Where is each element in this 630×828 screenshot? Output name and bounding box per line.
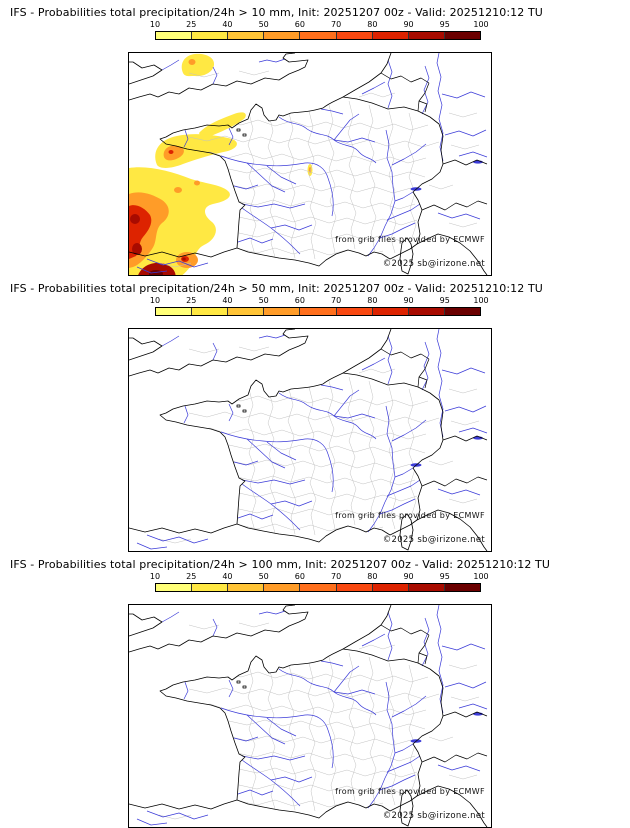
- colorbar-tick-label: 10: [149, 296, 161, 305]
- colorbar-tick-label: 60: [294, 296, 305, 305]
- attribution-ecmwf: from grib files provided by ECMWF: [335, 235, 485, 244]
- colorbar-tick-label: 100: [473, 296, 489, 305]
- colorbar-tick-labels: 10 25 40 50 60 70 80 90 95 100: [150, 296, 489, 306]
- colorbar-tick-label: 80: [367, 296, 378, 305]
- colorbar-segment: [264, 584, 301, 591]
- colorbar-tick-label: 60: [294, 20, 305, 29]
- colorbar-segment: [444, 584, 480, 591]
- colorbar-segment: [372, 584, 409, 591]
- panel-title: IFS - Probabilities total precipitation/…: [10, 558, 551, 571]
- colorbar-segment: [228, 584, 265, 591]
- colorbar-tick-label: 80: [367, 572, 378, 581]
- colorbar-tick-label: 80: [367, 20, 378, 29]
- colorbar-segment: [372, 32, 409, 39]
- colorbar-tick-label: 40: [222, 572, 233, 581]
- map-france: from grib files provided by ECMWF ©2025 …: [128, 604, 492, 828]
- colorbar-segment: [444, 32, 480, 39]
- colorbar-segment: [444, 308, 480, 315]
- colorbar-tick-label: 60: [294, 572, 305, 581]
- colorbar-segment: [372, 308, 409, 315]
- attribution-copyright: ©2025 sb@irizone.net: [382, 259, 485, 269]
- colorbar-segment: [408, 32, 445, 39]
- colorbar-segment: [192, 308, 229, 315]
- attribution-copyright: ©2025 sb@irizone.net: [382, 535, 485, 545]
- colorbar-tick-label: 50: [258, 296, 269, 305]
- colorbar-segment: [156, 584, 193, 591]
- colorbar-segment: [264, 32, 301, 39]
- colorbar-segment: [228, 32, 265, 39]
- colorbar-tick-label: 40: [222, 20, 233, 29]
- colorbar-gradient: [155, 583, 481, 592]
- colorbar-tick-label: 10: [149, 572, 161, 581]
- colorbar-tick-label: 90: [403, 572, 414, 581]
- panel-precip-100mm: IFS - Probabilities total precipitation/…: [0, 552, 630, 828]
- colorbar-tick-label: 70: [331, 20, 342, 29]
- colorbar-segment: [300, 584, 337, 591]
- colorbar-segment: [228, 308, 265, 315]
- probability-colorbar: 10 25 40 50 60 70 80 90 95 100: [150, 296, 489, 316]
- colorbar-segment: [336, 584, 373, 591]
- colorbar-tick-labels: 10 25 40 50 60 70 80 90 95 100: [150, 572, 489, 582]
- attribution-ecmwf: from grib files provided by ECMWF: [335, 787, 485, 796]
- colorbar-tick-label: 70: [331, 572, 342, 581]
- colorbar-tick-labels: 10 25 40 50 60 70 80 90 95 100: [150, 20, 489, 30]
- panel-title: IFS - Probabilities total precipitation/…: [10, 282, 543, 295]
- colorbar-gradient: [155, 307, 481, 316]
- colorbar-segment: [156, 32, 193, 39]
- colorbar-segment: [156, 308, 193, 315]
- colorbar-tick-label: 25: [186, 296, 197, 305]
- attribution-ecmwf: from grib files provided by ECMWF: [335, 511, 485, 520]
- probability-colorbar: 10 25 40 50 60 70 80 90 95 100: [150, 20, 489, 40]
- colorbar-tick-label: 90: [403, 296, 414, 305]
- probability-colorbar: 10 25 40 50 60 70 80 90 95 100: [150, 572, 489, 592]
- colorbar-tick-label: 95: [439, 296, 450, 305]
- colorbar-segment: [192, 584, 229, 591]
- colorbar-tick-label: 90: [403, 20, 414, 29]
- colorbar-tick-label: 10: [149, 20, 161, 29]
- colorbar-segment: [408, 584, 445, 591]
- precipitation-overlay: [129, 53, 313, 275]
- colorbar-tick-label: 25: [186, 20, 197, 29]
- colorbar-tick-label: 100: [473, 572, 489, 581]
- colorbar-segment: [336, 308, 373, 315]
- colorbar-tick-label: 25: [186, 572, 197, 581]
- map-france: from grib files provided by ECMWF ©2025 …: [128, 328, 492, 552]
- colorbar-tick-label: 95: [439, 572, 450, 581]
- panel-precip-50mm: IFS - Probabilities total precipitation/…: [0, 276, 630, 552]
- colorbar-tick-label: 50: [258, 20, 269, 29]
- colorbar-tick-label: 100: [473, 20, 489, 29]
- colorbar-segment: [300, 308, 337, 315]
- colorbar-tick-label: 40: [222, 296, 233, 305]
- colorbar-segment: [408, 308, 445, 315]
- map-france: from grib files provided by ECMWF ©2025 …: [128, 52, 492, 276]
- attribution-copyright: ©2025 sb@irizone.net: [382, 811, 485, 821]
- colorbar-tick-label: 50: [258, 572, 269, 581]
- colorbar-segment: [192, 32, 229, 39]
- colorbar-segment: [336, 32, 373, 39]
- colorbar-segment: [264, 308, 301, 315]
- colorbar-segment: [300, 32, 337, 39]
- colorbar-tick-label: 70: [331, 296, 342, 305]
- colorbar-tick-label: 95: [439, 20, 450, 29]
- colorbar-gradient: [155, 31, 481, 40]
- panel-title: IFS - Probabilities total precipitation/…: [10, 6, 543, 19]
- panel-precip-10mm: IFS - Probabilities total precipitation/…: [0, 0, 630, 276]
